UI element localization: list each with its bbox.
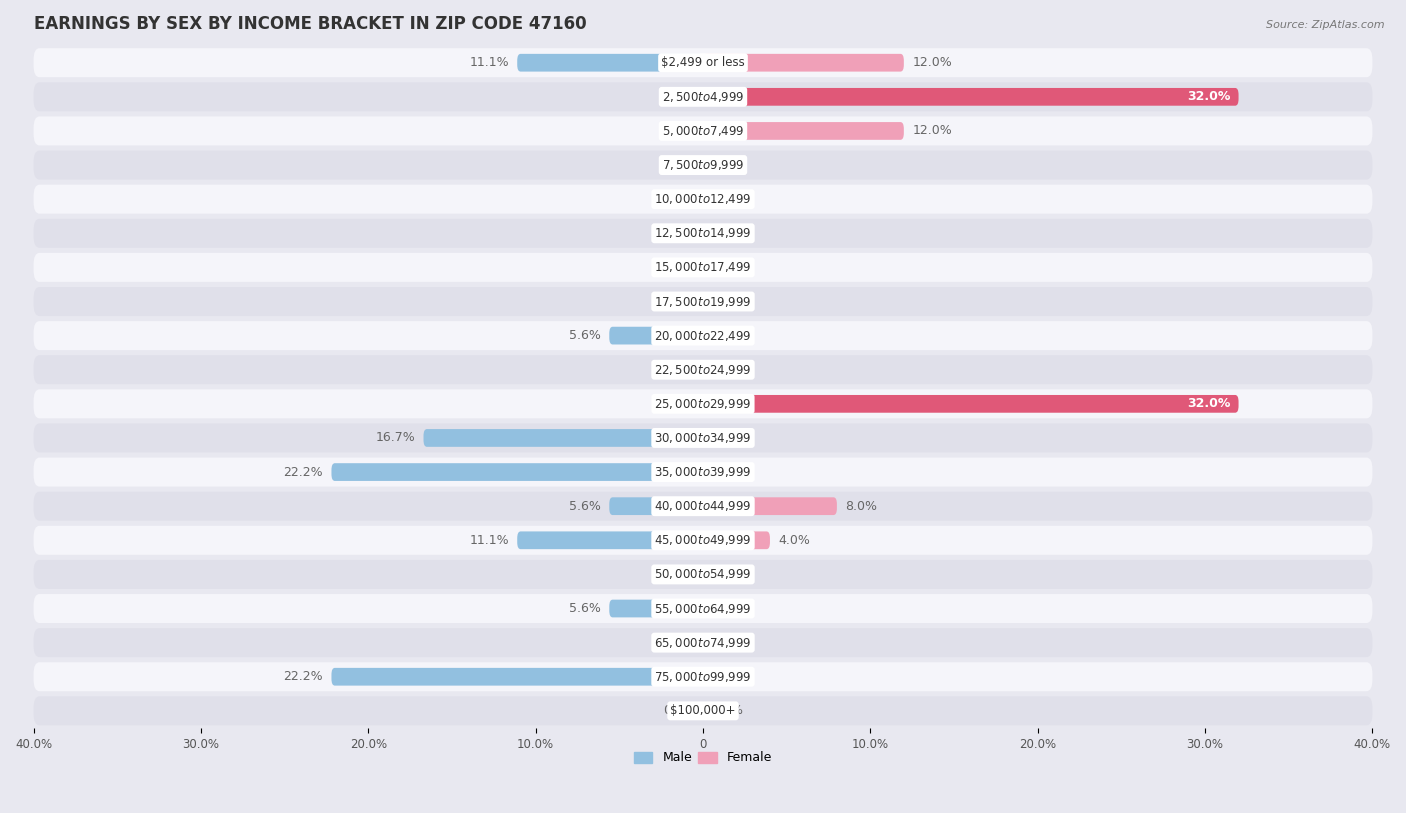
Text: 0.0%: 0.0% — [662, 124, 695, 137]
Text: 4.0%: 4.0% — [779, 534, 810, 547]
Text: 0.0%: 0.0% — [662, 704, 695, 717]
FancyBboxPatch shape — [609, 498, 703, 515]
Text: $100,000+: $100,000+ — [671, 704, 735, 717]
Text: $40,000 to $44,999: $40,000 to $44,999 — [654, 499, 752, 513]
Text: 32.0%: 32.0% — [1187, 90, 1230, 103]
Legend: Male, Female: Male, Female — [628, 746, 778, 769]
Text: 0.0%: 0.0% — [711, 261, 744, 274]
FancyBboxPatch shape — [34, 48, 1372, 77]
Text: 0.0%: 0.0% — [662, 261, 695, 274]
Text: 0.0%: 0.0% — [662, 227, 695, 240]
FancyBboxPatch shape — [517, 54, 703, 72]
Text: $75,000 to $99,999: $75,000 to $99,999 — [654, 670, 752, 684]
FancyBboxPatch shape — [34, 150, 1372, 180]
Text: 0.0%: 0.0% — [662, 90, 695, 103]
Text: 0.0%: 0.0% — [711, 363, 744, 376]
FancyBboxPatch shape — [34, 458, 1372, 486]
FancyBboxPatch shape — [34, 82, 1372, 111]
Text: 0.0%: 0.0% — [711, 466, 744, 479]
Text: 11.1%: 11.1% — [470, 534, 509, 547]
Text: EARNINGS BY SEX BY INCOME BRACKET IN ZIP CODE 47160: EARNINGS BY SEX BY INCOME BRACKET IN ZIP… — [34, 15, 586, 33]
Text: 0.0%: 0.0% — [662, 636, 695, 649]
FancyBboxPatch shape — [34, 526, 1372, 554]
Text: 0.0%: 0.0% — [662, 398, 695, 411]
FancyBboxPatch shape — [34, 492, 1372, 520]
Text: $2,500 to $4,999: $2,500 to $4,999 — [662, 89, 744, 104]
Text: 0.0%: 0.0% — [662, 568, 695, 581]
Text: 0.0%: 0.0% — [662, 295, 695, 308]
FancyBboxPatch shape — [332, 463, 703, 481]
Text: 0.0%: 0.0% — [711, 432, 744, 445]
Text: 0.0%: 0.0% — [711, 159, 744, 172]
Text: 0.0%: 0.0% — [711, 602, 744, 615]
FancyBboxPatch shape — [609, 600, 703, 617]
Text: 0.0%: 0.0% — [711, 295, 744, 308]
Text: 22.2%: 22.2% — [284, 466, 323, 479]
Text: 12.0%: 12.0% — [912, 56, 952, 69]
Text: $22,500 to $24,999: $22,500 to $24,999 — [654, 363, 752, 376]
FancyBboxPatch shape — [34, 389, 1372, 419]
Text: $55,000 to $64,999: $55,000 to $64,999 — [654, 602, 752, 615]
FancyBboxPatch shape — [34, 628, 1372, 657]
FancyBboxPatch shape — [34, 253, 1372, 282]
Text: 11.1%: 11.1% — [470, 56, 509, 69]
Text: $12,500 to $14,999: $12,500 to $14,999 — [654, 226, 752, 241]
Text: $50,000 to $54,999: $50,000 to $54,999 — [654, 567, 752, 581]
FancyBboxPatch shape — [34, 663, 1372, 691]
Text: 0.0%: 0.0% — [711, 704, 744, 717]
FancyBboxPatch shape — [34, 560, 1372, 589]
Text: 0.0%: 0.0% — [711, 193, 744, 206]
FancyBboxPatch shape — [703, 395, 1239, 413]
Text: 5.6%: 5.6% — [569, 602, 600, 615]
Text: Source: ZipAtlas.com: Source: ZipAtlas.com — [1267, 20, 1385, 30]
FancyBboxPatch shape — [609, 327, 703, 345]
FancyBboxPatch shape — [517, 532, 703, 549]
Text: 0.0%: 0.0% — [711, 670, 744, 683]
Text: 5.6%: 5.6% — [569, 500, 600, 513]
Text: 0.0%: 0.0% — [662, 159, 695, 172]
FancyBboxPatch shape — [34, 185, 1372, 214]
FancyBboxPatch shape — [703, 88, 1239, 106]
Text: $2,499 or less: $2,499 or less — [661, 56, 745, 69]
FancyBboxPatch shape — [34, 116, 1372, 146]
Text: 16.7%: 16.7% — [375, 432, 415, 445]
Text: 22.2%: 22.2% — [284, 670, 323, 683]
Text: 12.0%: 12.0% — [912, 124, 952, 137]
Text: 0.0%: 0.0% — [711, 636, 744, 649]
FancyBboxPatch shape — [703, 532, 770, 549]
Text: $10,000 to $12,499: $10,000 to $12,499 — [654, 192, 752, 207]
Text: $20,000 to $22,499: $20,000 to $22,499 — [654, 328, 752, 342]
Text: $7,500 to $9,999: $7,500 to $9,999 — [662, 158, 744, 172]
Text: 32.0%: 32.0% — [1187, 398, 1230, 411]
Text: $65,000 to $74,999: $65,000 to $74,999 — [654, 636, 752, 650]
FancyBboxPatch shape — [703, 54, 904, 72]
FancyBboxPatch shape — [332, 667, 703, 685]
Text: 5.6%: 5.6% — [569, 329, 600, 342]
Text: 0.0%: 0.0% — [662, 363, 695, 376]
FancyBboxPatch shape — [34, 355, 1372, 385]
Text: 0.0%: 0.0% — [711, 568, 744, 581]
Text: 0.0%: 0.0% — [711, 227, 744, 240]
Text: $5,000 to $7,499: $5,000 to $7,499 — [662, 124, 744, 138]
FancyBboxPatch shape — [703, 122, 904, 140]
Text: $15,000 to $17,499: $15,000 to $17,499 — [654, 260, 752, 275]
FancyBboxPatch shape — [34, 287, 1372, 316]
FancyBboxPatch shape — [34, 424, 1372, 453]
FancyBboxPatch shape — [703, 498, 837, 515]
FancyBboxPatch shape — [423, 429, 703, 447]
FancyBboxPatch shape — [34, 594, 1372, 623]
Text: 0.0%: 0.0% — [662, 193, 695, 206]
Text: 8.0%: 8.0% — [845, 500, 877, 513]
Text: $25,000 to $29,999: $25,000 to $29,999 — [654, 397, 752, 411]
Text: $17,500 to $19,999: $17,500 to $19,999 — [654, 294, 752, 308]
FancyBboxPatch shape — [34, 697, 1372, 725]
Text: $35,000 to $39,999: $35,000 to $39,999 — [654, 465, 752, 479]
Text: $30,000 to $34,999: $30,000 to $34,999 — [654, 431, 752, 445]
Text: 0.0%: 0.0% — [711, 329, 744, 342]
Text: $45,000 to $49,999: $45,000 to $49,999 — [654, 533, 752, 547]
FancyBboxPatch shape — [34, 219, 1372, 248]
FancyBboxPatch shape — [34, 321, 1372, 350]
